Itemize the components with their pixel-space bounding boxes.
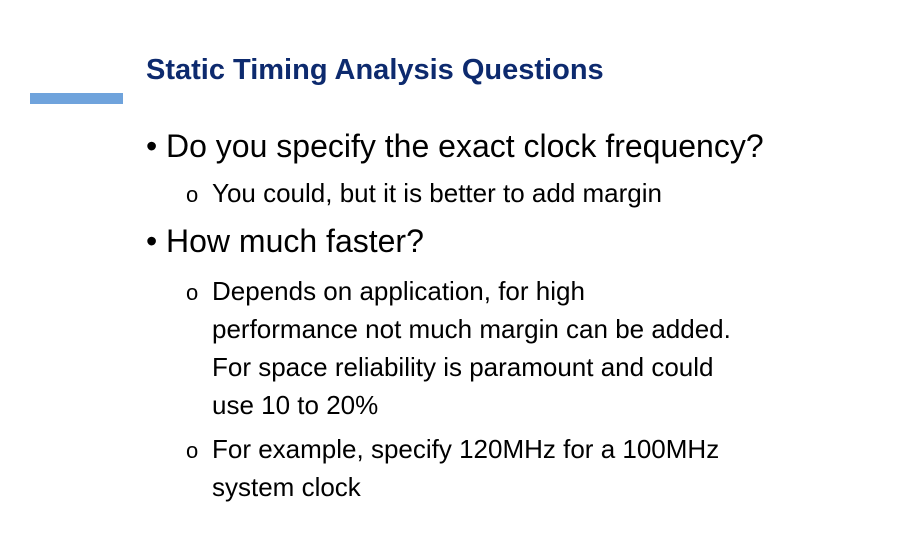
sub-bullet-item: o You could, but it is better to add marg… xyxy=(186,174,662,214)
sub-bullet-text: Depends on application, for high xyxy=(212,276,585,306)
bullet-marker: • xyxy=(146,223,158,259)
sub-bullet-text: use 10 to 20% xyxy=(212,390,379,420)
slide-title: Static Timing Analysis Questions xyxy=(146,54,604,86)
sub-bullet-text: performance not much margin can be added… xyxy=(212,314,731,344)
sub-bullet-marker: o xyxy=(186,438,199,463)
title-accent-bar xyxy=(30,93,123,104)
sub-bullet-text: You could, but it is better to add margi… xyxy=(212,178,662,208)
bullet-text: How much faster? xyxy=(166,223,424,259)
bullet-item: • How much faster? xyxy=(146,222,424,260)
sub-bullet-item: o For example, specify 120MHz for a 100M… xyxy=(186,430,719,506)
sub-bullet-text: For space reliability is paramount and c… xyxy=(212,352,714,382)
sub-bullet-text: system clock xyxy=(212,472,361,502)
bullet-marker: • xyxy=(146,128,158,164)
sub-bullet-marker: o xyxy=(186,182,199,207)
sub-bullet-text: For example, specify 120MHz for a 100MHz xyxy=(212,434,720,464)
bullet-item: • Do you specify the exact clock frequenc… xyxy=(146,127,764,165)
sub-bullet-item: o Depends on application, for high perfo… xyxy=(186,272,731,424)
bullet-text: Do you specify the exact clock frequency… xyxy=(166,128,764,164)
sub-bullet-marker: o xyxy=(186,280,199,305)
